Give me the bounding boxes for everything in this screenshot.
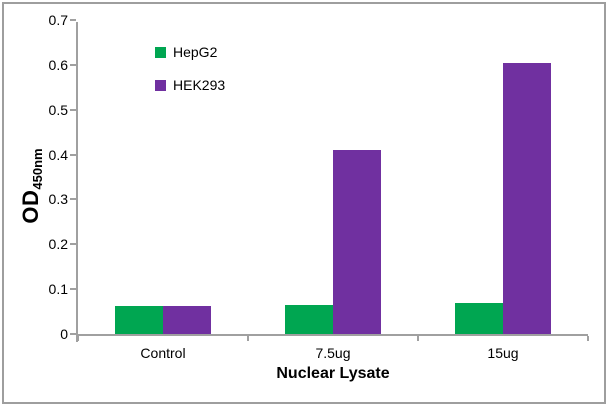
- legend-label: HEK293: [173, 77, 226, 93]
- y-tick-label: 0.1: [48, 281, 68, 298]
- y-tick-label: 0.4: [48, 146, 68, 163]
- x-category-label: Control: [140, 345, 186, 361]
- y-tick-mark: [70, 108, 76, 111]
- legend-label: HepG2: [173, 44, 218, 60]
- bar-hek293: [503, 63, 551, 334]
- y-tick-label: 0.3: [48, 191, 68, 208]
- legend-swatch-icon: [155, 79, 166, 91]
- legend-item-hepg2: HepG2: [155, 45, 225, 59]
- x-tick-mark: [417, 336, 419, 341]
- x-tick-mark: [587, 336, 589, 341]
- bar-hek293: [333, 150, 381, 334]
- y-tick-mark: [70, 198, 76, 201]
- y-tick-mark: [70, 153, 76, 156]
- y-tick-mark: [70, 63, 76, 66]
- y-tick-label: 0.2: [48, 236, 68, 253]
- legend-swatch-icon: [155, 46, 166, 58]
- y-tick-label: 0.5: [48, 101, 68, 118]
- y-tick-mark: [70, 288, 76, 291]
- legend-item-hek293: HEK293: [155, 78, 225, 92]
- legend: HepG2 HEK293: [155, 45, 225, 111]
- bar-hepg2: [115, 306, 163, 334]
- bar-hepg2: [455, 303, 503, 334]
- y-tick-mark: [70, 243, 76, 246]
- x-category-label: 7.5ug: [315, 345, 351, 361]
- bar-hek293: [163, 306, 211, 334]
- x-axis-title: Nuclear Lysate: [276, 365, 390, 382]
- x-tick-mark: [247, 336, 249, 341]
- y-axis-line: [76, 22, 78, 342]
- y-tick-label: 0.7: [48, 12, 68, 28]
- y-tick-label: 0.6: [48, 56, 68, 73]
- y-tick-label: 0: [60, 326, 68, 342]
- y-tick-mark: [70, 19, 76, 21]
- x-axis-line: [78, 334, 588, 336]
- x-tick-mark: [77, 336, 79, 341]
- x-category-label: 15ug: [487, 345, 519, 361]
- y-tick-mark: [70, 333, 76, 335]
- bar-hepg2: [285, 305, 333, 334]
